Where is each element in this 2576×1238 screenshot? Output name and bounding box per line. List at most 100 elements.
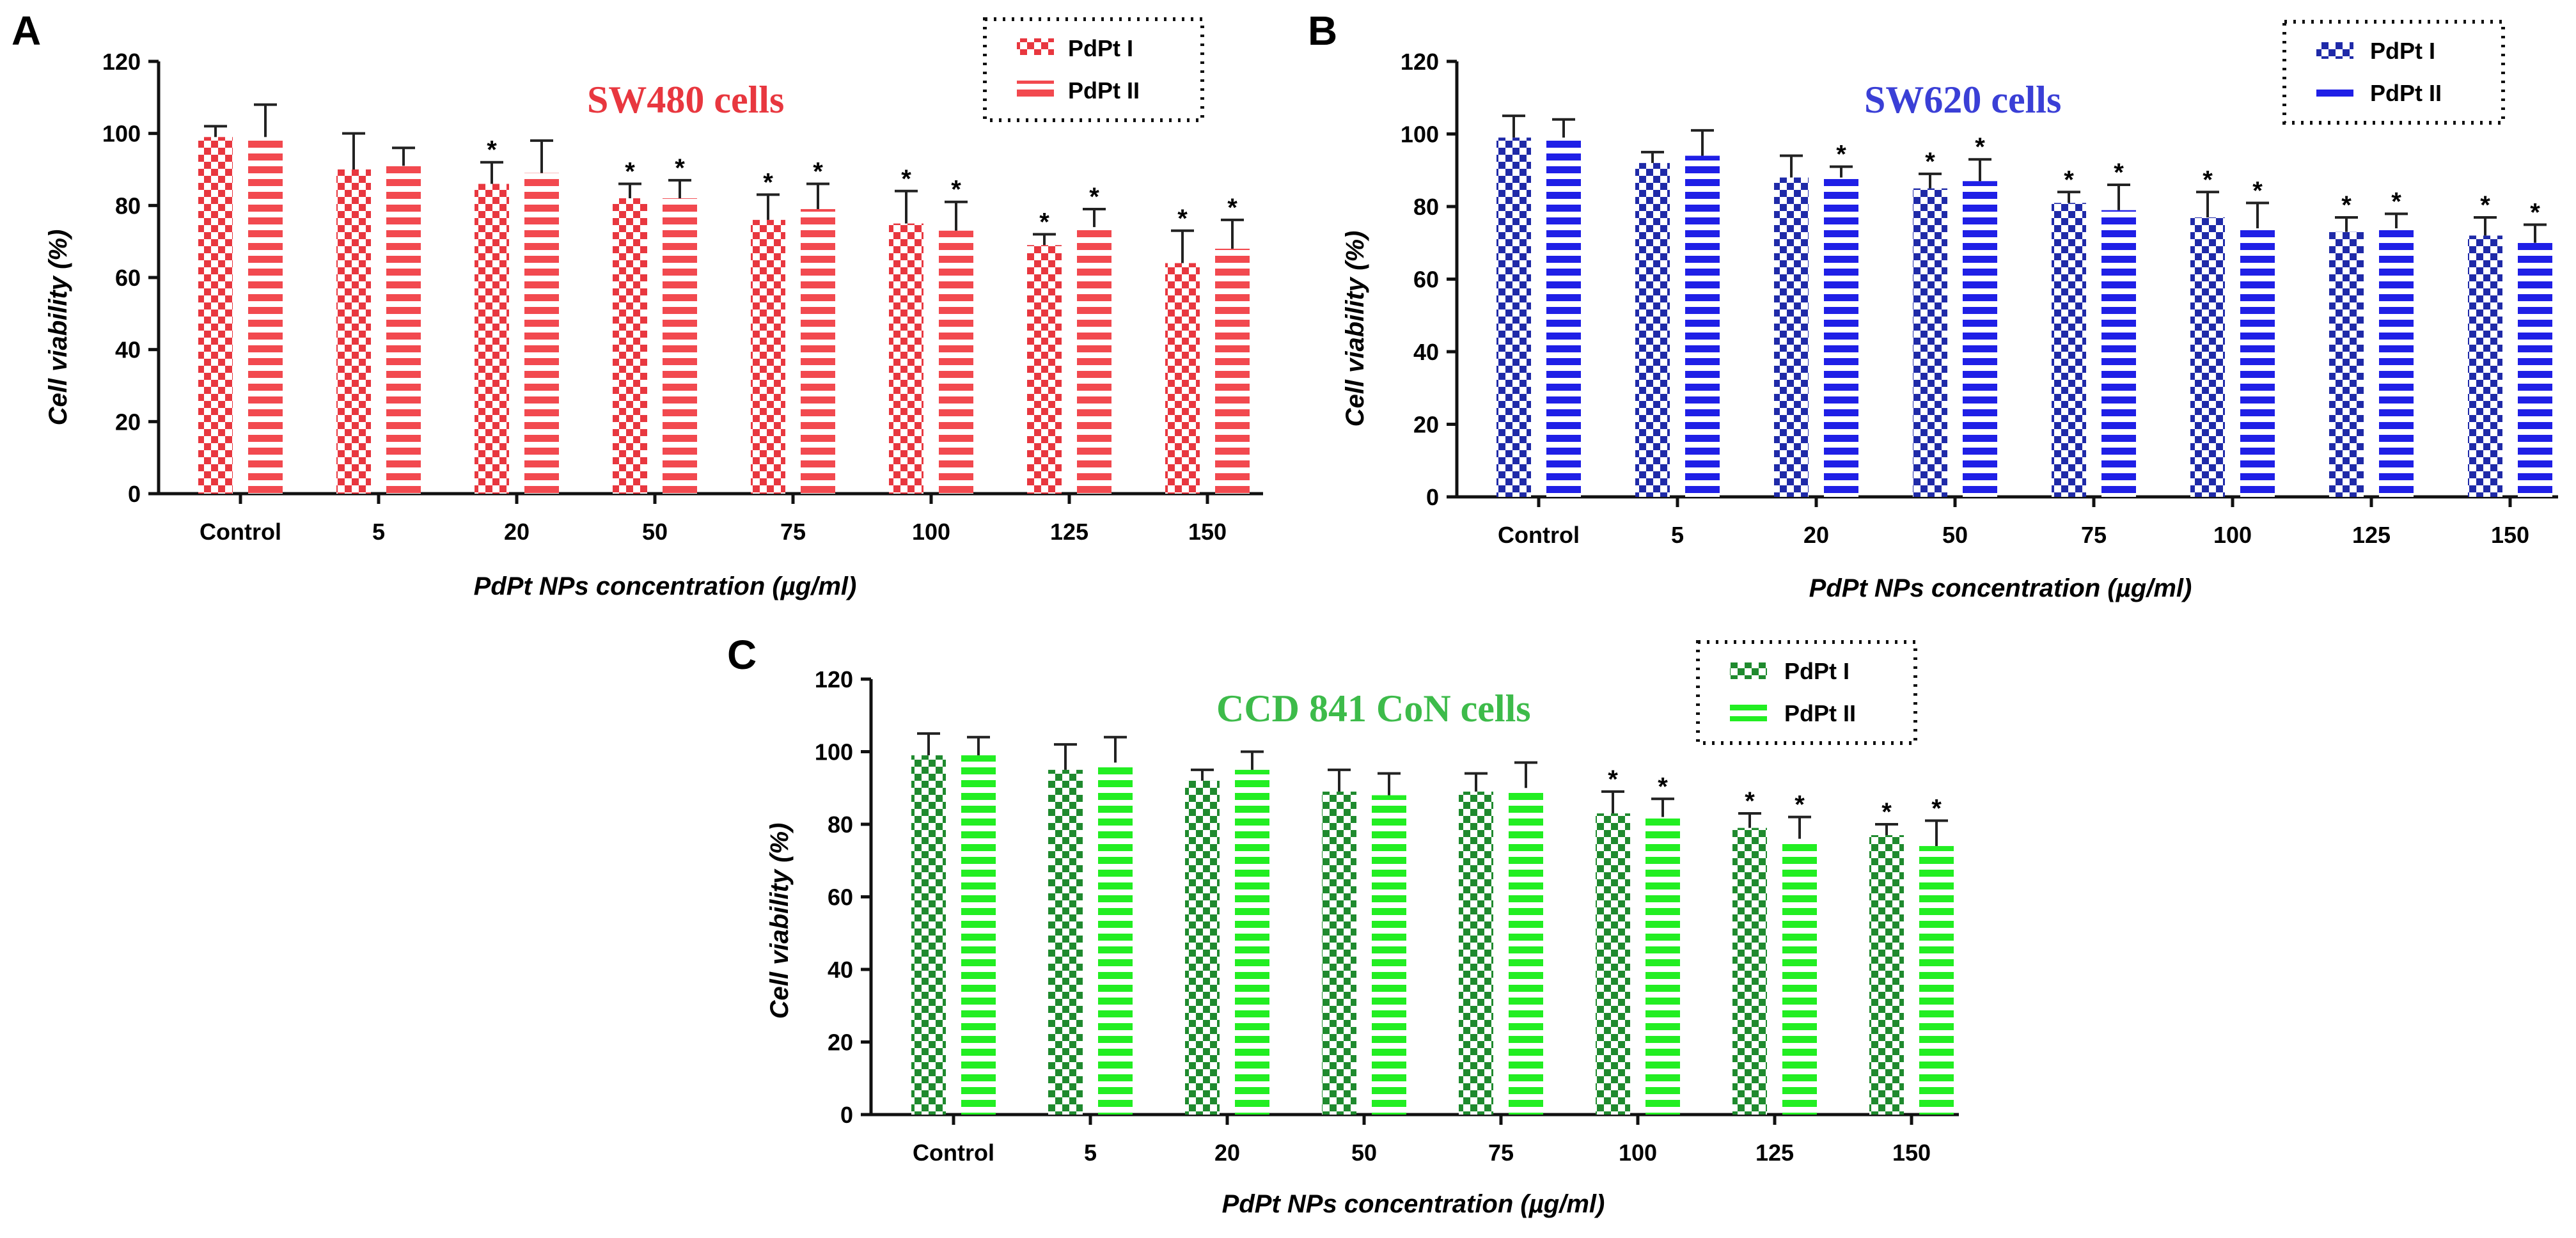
x-tick-label: 50 bbox=[1942, 522, 1968, 548]
bar-pdpt-i bbox=[1774, 177, 1809, 497]
bar-pdpt-i bbox=[613, 198, 647, 494]
legend: PdPt I PdPt II bbox=[2282, 20, 2505, 125]
significance-marker: * bbox=[2391, 187, 2401, 215]
x-axis-title: PdPt NPs concentration (µg/ml) bbox=[1809, 574, 2192, 602]
legend-swatch-pdpt-2 bbox=[1017, 81, 1054, 97]
significance-marker: * bbox=[901, 165, 911, 193]
bar-pdpt-i bbox=[751, 219, 785, 494]
bar-pdpt-i bbox=[911, 755, 946, 1115]
x-tick-label: 125 bbox=[2352, 522, 2391, 548]
bar-pdpt-ii bbox=[1645, 817, 1680, 1115]
y-tick-label: 80 bbox=[115, 192, 141, 219]
legend-swatch-pdpt-1 bbox=[2316, 42, 2353, 59]
chart-title: SW620 cells bbox=[1864, 79, 2061, 121]
y-tick-label: 100 bbox=[102, 121, 141, 147]
legend-swatch-pdpt-2 bbox=[2316, 84, 2353, 101]
y-tick-label: 20 bbox=[1413, 412, 1439, 438]
bar-pdpt-ii bbox=[663, 198, 697, 494]
bars: * * * * * * bbox=[911, 732, 1954, 1115]
significance-marker: * bbox=[813, 158, 823, 186]
legend-frame bbox=[1696, 640, 1917, 745]
legend-swatch-pdpt-1 bbox=[1730, 662, 1767, 679]
y-tick-label: 40 bbox=[828, 957, 853, 983]
axes: 0 20 40 60 80 100 120 Control 5 20 50 75 100 125 150 bbox=[815, 666, 1959, 1166]
significance-marker: * bbox=[2252, 176, 2263, 205]
significance-marker: * bbox=[1089, 183, 1099, 211]
x-tick-label: 150 bbox=[1892, 1140, 1931, 1166]
significance-marker: * bbox=[1039, 208, 1049, 236]
x-tick-label: 100 bbox=[912, 519, 950, 545]
y-axis-title: Cell viability (%) bbox=[44, 230, 72, 426]
y-axis-title: Cell viability (%) bbox=[1341, 231, 1369, 427]
x-tick-label: 5 bbox=[372, 519, 385, 545]
x-tick-label: 50 bbox=[642, 519, 668, 545]
legend-label-pdpt-1: PdPt I bbox=[1068, 35, 1133, 61]
bar-pdpt-ii bbox=[1824, 177, 1858, 497]
bar-pdpt-i bbox=[198, 137, 233, 494]
legend-swatch-pdpt-1 bbox=[1017, 38, 1054, 55]
significance-marker: * bbox=[1795, 791, 1805, 819]
x-tick-label: 100 bbox=[1619, 1140, 1657, 1166]
bar-pdpt-ii bbox=[1963, 181, 1997, 497]
x-tick-label: Control bbox=[1498, 522, 1580, 548]
x-axis-title: PdPt NPs concentration (µg/ml) bbox=[474, 572, 857, 600]
significance-marker: * bbox=[1881, 798, 1892, 826]
bar-pdpt-ii bbox=[1215, 248, 1250, 494]
significance-marker: * bbox=[675, 154, 685, 182]
bar-pdpt-ii bbox=[1235, 769, 1269, 1115]
x-tick-label: 20 bbox=[504, 519, 530, 545]
bar-pdpt-i bbox=[1869, 835, 1904, 1115]
legend: PdPt I PdPt II bbox=[983, 17, 1204, 122]
x-tick-label: 50 bbox=[1351, 1140, 1377, 1166]
bar-pdpt-i bbox=[1048, 769, 1083, 1115]
significance-marker: * bbox=[763, 168, 773, 196]
significance-marker: * bbox=[1177, 205, 1188, 233]
legend-label-pdpt-1: PdPt I bbox=[2370, 38, 2435, 64]
bar-pdpt-ii bbox=[1372, 795, 1406, 1115]
x-tick-label: 75 bbox=[1488, 1140, 1514, 1166]
significance-marker: * bbox=[1931, 794, 1942, 822]
significance-marker: * bbox=[2530, 198, 2540, 226]
bars: * * * * * * * * * * * bbox=[198, 103, 1250, 494]
x-tick-label: 150 bbox=[1188, 519, 1227, 545]
bar-pdpt-ii bbox=[939, 230, 973, 494]
legend-frame bbox=[2282, 20, 2505, 125]
significance-marker: * bbox=[2480, 191, 2490, 219]
bar-pdpt-ii bbox=[2379, 228, 2414, 497]
y-tick-label: 120 bbox=[102, 49, 141, 75]
chart-title: SW480 cells bbox=[587, 79, 784, 121]
bar-pdpt-i bbox=[1913, 188, 1947, 497]
y-axis-title: Cell viability (%) bbox=[766, 823, 794, 1019]
legend-frame bbox=[983, 17, 1204, 122]
x-tick-label: 5 bbox=[1084, 1140, 1097, 1166]
significance-marker: * bbox=[2114, 159, 2124, 187]
bar-pdpt-i bbox=[1459, 791, 1493, 1115]
bar-pdpt-ii bbox=[2518, 242, 2552, 497]
bar-pdpt-ii bbox=[1546, 137, 1581, 498]
y-tick-label: 60 bbox=[828, 884, 853, 911]
significance-marker: * bbox=[487, 136, 497, 164]
bar-pdpt-ii bbox=[1509, 788, 1543, 1115]
bar-pdpt-i bbox=[889, 223, 923, 494]
significance-marker: * bbox=[1745, 787, 1755, 815]
bar-pdpt-i bbox=[1596, 813, 1630, 1115]
bar-pdpt-ii bbox=[961, 755, 996, 1115]
bar-pdpt-ii bbox=[1685, 155, 1720, 498]
y-tick-label: 120 bbox=[815, 666, 853, 693]
significance-marker: * bbox=[1925, 148, 1935, 176]
x-axis-title: PdPt NPs concentration (µg/ml) bbox=[1222, 1190, 1605, 1218]
bar-pdpt-i bbox=[1185, 780, 1220, 1115]
significance-marker: * bbox=[1836, 141, 1846, 169]
significance-marker: * bbox=[2203, 166, 2213, 194]
bar-pdpt-i bbox=[475, 184, 509, 494]
x-tick-label: 5 bbox=[1671, 522, 1684, 548]
panel-letter: A bbox=[12, 8, 41, 54]
chart-title: CCD 841 CoN cells bbox=[1216, 687, 1531, 730]
y-tick-label: 120 bbox=[1401, 49, 1439, 75]
significance-marker: * bbox=[1658, 772, 1668, 801]
bar-pdpt-i bbox=[2468, 235, 2502, 497]
x-tick-label: 75 bbox=[780, 519, 806, 545]
y-tick-label: 60 bbox=[1413, 267, 1439, 293]
panel-c: C CCD 841 CoN cells PdPt NPs concentrati… bbox=[727, 632, 1959, 1218]
